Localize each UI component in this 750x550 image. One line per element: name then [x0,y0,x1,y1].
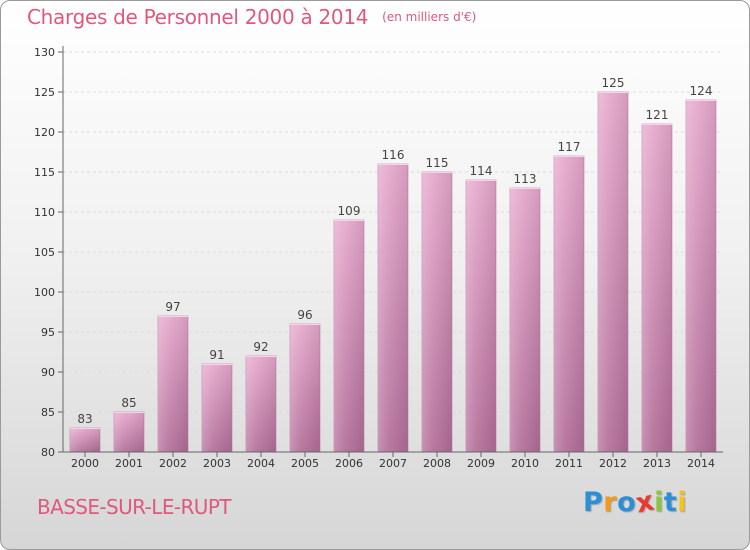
x-tick-label: 2013 [643,457,671,470]
bar-shine [378,164,408,452]
bar-shine [202,364,232,452]
x-tick-label: 2003 [203,457,231,470]
x-tick-label: 2008 [423,457,451,470]
y-tick-label: 110 [34,206,55,219]
data-label: 125 [602,76,625,90]
x-tick-label: 2007 [379,457,407,470]
x-tick-label: 2004 [247,457,275,470]
x-tick-label: 2014 [687,457,715,470]
x-tick-label: 2000 [71,457,99,470]
y-tick-label: 130 [34,46,55,59]
x-tick-label: 2010 [511,457,539,470]
x-tick-label: 2009 [467,457,495,470]
x-tick-label: 2002 [159,457,187,470]
bar-shine [158,316,188,452]
title-row: Charges de Personnel 2000 à 2014 (en mill… [27,5,476,29]
bar-shine [686,100,716,452]
y-tick-label: 120 [34,126,55,139]
chart-title: Charges de Personnel 2000 à 2014 [27,5,369,29]
data-label: 91 [209,348,224,362]
y-tick-label: 80 [41,446,55,459]
bar-shine [642,124,672,452]
data-label: 116 [382,148,405,162]
data-label: 97 [165,300,180,314]
y-tick-label: 90 [41,366,55,379]
data-label: 83 [77,412,92,426]
bar-shine [246,356,276,452]
data-label: 96 [297,308,312,322]
x-tick-label: 2006 [335,457,363,470]
y-tick-label: 85 [41,406,55,419]
bar-shine [70,428,100,452]
y-tick-label: 115 [34,166,55,179]
x-tick-label: 2011 [555,457,583,470]
y-tick-label: 95 [41,326,55,339]
bar-shine [334,220,364,452]
x-tick-label: 2012 [599,457,627,470]
bar-shine [554,156,584,452]
x-tick-label: 2005 [291,457,319,470]
logo-letter: t [663,487,678,518]
chart-subtitle: (en milliers d'€) [382,10,477,24]
y-tick-label: 105 [34,246,55,259]
logo-letter: i [654,487,664,518]
data-label: 114 [470,164,493,178]
data-label: 124 [690,84,713,98]
logo-letter: r [603,487,618,518]
bar-shine [598,92,628,452]
bar-shine [114,412,144,452]
data-label: 117 [558,140,581,154]
bar-shine [422,172,452,452]
data-label: 92 [253,340,268,354]
bar-shine [290,324,320,452]
commune-name: BASSE-SUR-LE-RUPT [37,495,232,519]
y-tick-label: 100 [34,286,55,299]
data-label: 109 [338,204,361,218]
data-label: 121 [646,108,669,122]
proxiti-logo: Proxiti [583,485,688,519]
data-label: 115 [426,156,449,170]
bar-shine [466,180,496,452]
data-label: 85 [121,396,136,410]
logo-letter: o [617,487,637,518]
data-label: 113 [514,172,537,186]
x-tick-label: 2001 [115,457,143,470]
bar-shine [510,188,540,452]
logo-letter: i [677,487,688,518]
logo-letter: P [583,487,604,518]
y-tick-label: 125 [34,86,55,99]
